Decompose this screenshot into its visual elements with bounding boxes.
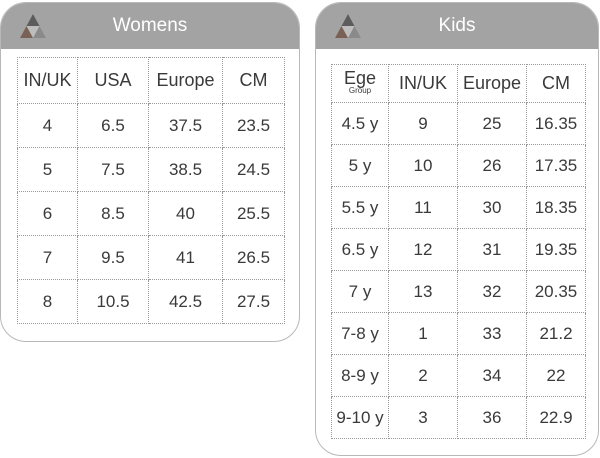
age-header-sublabel: Group <box>348 85 372 95</box>
womens-header <box>1 3 299 49</box>
table-row: 6 8.5 40 25.5 <box>17 191 285 236</box>
table-cell: 7.5 <box>77 147 149 192</box>
table-cell: 20.35 <box>526 270 586 313</box>
header-cell: Europe <box>457 64 527 103</box>
table-cell: 38.5 <box>148 147 223 192</box>
table-cell: 27.5 <box>222 279 285 324</box>
table-cell: 9 <box>388 102 458 145</box>
triangle-logo-icon <box>20 14 46 38</box>
table-cell: 22 <box>526 354 586 397</box>
header-cell: IN/UK <box>388 64 458 103</box>
table-cell: 6.5 <box>77 103 149 148</box>
table-cell: 42.5 <box>148 279 223 324</box>
table-cell: 22.9 <box>526 396 586 439</box>
table-cell: 5 <box>17 147 78 192</box>
table-cell: 9-10 y <box>331 396 389 439</box>
table-cell: 26 <box>457 144 527 187</box>
womens-header-row: IN/UK USA Europe CM <box>17 57 285 104</box>
table-cell: 6.5 y <box>331 228 389 271</box>
table-cell: 41 <box>148 235 223 280</box>
table-cell: 32 <box>457 270 527 313</box>
table-cell: 5 y <box>331 144 389 187</box>
table-cell: 34 <box>457 354 527 397</box>
table-cell: 30 <box>457 186 527 229</box>
womens-title: Womens <box>112 15 188 36</box>
kids-card: Kids Ege Group IN/UK Europe CM 4.5 y 9 2… <box>315 2 599 456</box>
age-header-label: Ege <box>343 67 377 88</box>
table-row: 8 10.5 42.5 27.5 <box>17 279 285 324</box>
header-cell: CM <box>222 57 285 104</box>
table-cell: 40 <box>148 191 223 236</box>
table-cell: 7 y <box>331 270 389 313</box>
table-cell: 25.5 <box>222 191 285 236</box>
header-cell: USA <box>77 57 149 104</box>
table-row: 4.5 y 9 25 16.35 <box>331 102 586 145</box>
age-group-header: Ege Group <box>331 64 389 103</box>
table-row: 5 y 10 26 17.35 <box>331 144 586 187</box>
header-cell: IN/UK <box>17 57 78 104</box>
table-cell: 33 <box>457 312 527 355</box>
kids-size-table: Ege Group IN/UK Europe CM 4.5 y 9 25 16.… <box>331 64 586 439</box>
table-cell: 4 <box>17 103 78 148</box>
table-cell: 19.35 <box>526 228 586 271</box>
table-cell: 36 <box>457 396 527 439</box>
table-cell: 4.5 y <box>331 102 389 145</box>
table-cell: 13 <box>388 270 458 313</box>
table-cell: 9.5 <box>77 235 149 280</box>
table-cell: 25 <box>457 102 527 145</box>
table-cell: 26.5 <box>222 235 285 280</box>
table-cell: 31 <box>457 228 527 271</box>
table-cell: 5.5 y <box>331 186 389 229</box>
table-cell: 1 <box>388 312 458 355</box>
table-cell: 10.5 <box>77 279 149 324</box>
table-row: 5 7.5 38.5 24.5 <box>17 147 285 192</box>
table-cell: 11 <box>388 186 458 229</box>
table-cell: 6 <box>17 191 78 236</box>
header-cell: Europe <box>148 57 223 104</box>
table-row: 9-10 y 3 36 22.9 <box>331 396 586 439</box>
table-cell: 24.5 <box>222 147 285 192</box>
womens-size-table: IN/UK USA Europe CM 4 6.5 37.5 23.5 5 7.… <box>17 57 285 324</box>
table-cell: 18.35 <box>526 186 586 229</box>
table-cell: 2 <box>388 354 458 397</box>
table-cell: 8 <box>17 279 78 324</box>
table-row: 5.5 y 11 30 18.35 <box>331 186 586 229</box>
table-cell: 23.5 <box>222 103 285 148</box>
triangle-logo-icon <box>335 14 361 38</box>
table-cell: 16.35 <box>526 102 586 145</box>
table-row: 7 9.5 41 26.5 <box>17 235 285 280</box>
womens-card: Womens IN/UK USA Europe CM 4 6.5 37.5 23… <box>0 2 300 342</box>
table-cell: 37.5 <box>148 103 223 148</box>
table-row: 7 y 13 32 20.35 <box>331 270 586 313</box>
table-cell: 17.35 <box>526 144 586 187</box>
table-row: 4 6.5 37.5 23.5 <box>17 103 285 148</box>
table-cell: 8-9 y <box>331 354 389 397</box>
header-cell: CM <box>526 64 586 103</box>
table-cell: 7-8 y <box>331 312 389 355</box>
table-cell: 7 <box>17 235 78 280</box>
kids-header-row: Ege Group IN/UK Europe CM <box>331 64 586 103</box>
table-cell: 8.5 <box>77 191 149 236</box>
table-row: 7-8 y 1 33 21.2 <box>331 312 586 355</box>
table-row: 8-9 y 2 34 22 <box>331 354 586 397</box>
table-cell: 3 <box>388 396 458 439</box>
kids-header <box>316 3 598 49</box>
table-cell: 21.2 <box>526 312 586 355</box>
table-row: 6.5 y 12 31 19.35 <box>331 228 586 271</box>
table-cell: 10 <box>388 144 458 187</box>
table-cell: 12 <box>388 228 458 271</box>
kids-title: Kids <box>438 15 476 36</box>
